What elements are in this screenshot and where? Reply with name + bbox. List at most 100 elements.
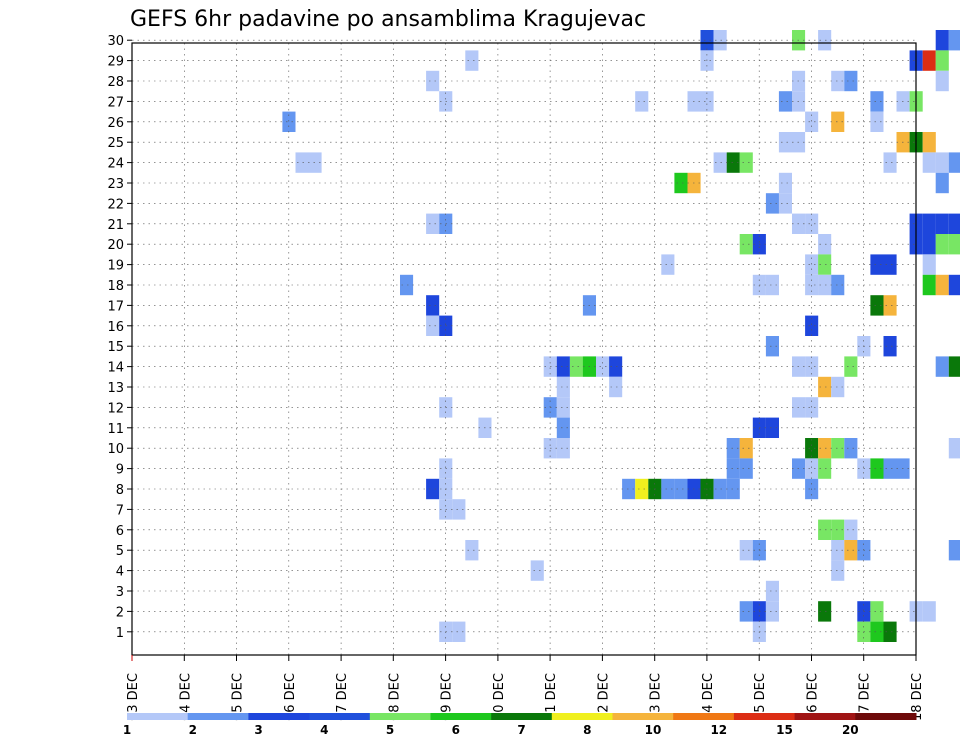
legend-swatch [430, 713, 492, 720]
heatmap-cell [739, 234, 753, 255]
heatmap-cell [948, 213, 960, 234]
heatmap-cell [805, 356, 819, 377]
heatmap-cell [935, 234, 949, 255]
gridlines [132, 39, 916, 655]
y-tick-label: 25 [107, 136, 124, 151]
x-tick-label: 07 DEC [335, 673, 350, 721]
heatmap-cell [935, 152, 949, 173]
heatmap-cell [635, 478, 649, 500]
y-tick-label: 12 [107, 401, 124, 416]
legend-swatch [309, 713, 371, 720]
y-tick-label: 18 [107, 279, 124, 294]
heatmap-cell [831, 274, 845, 296]
heatmap-cell [922, 132, 936, 153]
heatmap-cell [948, 540, 960, 561]
heatmap-cell [831, 438, 845, 459]
legend-swatch [733, 713, 796, 720]
heatmap-cell [726, 438, 740, 459]
heatmap-cell [818, 458, 832, 479]
heatmap-cell [935, 172, 949, 194]
heatmap-cell [765, 580, 779, 602]
heatmap-cell [713, 152, 727, 173]
legend-swatch [369, 713, 431, 720]
heatmap-cell [778, 132, 792, 153]
heatmap-cell [596, 356, 610, 377]
heatmap-cell [922, 234, 936, 255]
x-tick-label: 15 DEC [753, 673, 768, 721]
heatmap-cell [935, 30, 949, 51]
legend-label: 15 [776, 723, 793, 737]
heatmap-cell [635, 91, 649, 112]
heatmap-cell [818, 438, 832, 459]
heatmap-cell [765, 193, 779, 214]
x-tick-label: 06 DEC [283, 673, 298, 721]
heatmap-cell [726, 458, 740, 479]
heatmap-cell [400, 274, 414, 296]
heatmap-cell [726, 152, 740, 173]
y-tick-label: 30 [107, 34, 124, 49]
y-tick-label: 10 [107, 442, 124, 457]
heatmap-cell [831, 519, 845, 540]
heatmap-cell [844, 519, 858, 540]
heatmap-cell [661, 254, 675, 275]
heatmap-cell [831, 376, 845, 398]
y-tick-label: 14 [107, 361, 124, 376]
heatmap-cell [739, 540, 753, 561]
legend-label: 6 [452, 723, 460, 737]
heatmap-cell [922, 213, 936, 234]
heatmap-cell [713, 478, 727, 500]
legend-label: 5 [386, 723, 394, 737]
heatmap-cell [805, 438, 819, 459]
heatmap-cell [739, 438, 753, 459]
heatmap-cell [818, 234, 832, 255]
heatmap-cell [935, 356, 949, 377]
legend-swatch [491, 713, 553, 720]
heatmap-cell [870, 111, 884, 132]
y-tick-label: 28 [107, 75, 124, 90]
heatmap-cell [818, 376, 832, 398]
legend-label: 8 [583, 723, 591, 737]
heatmap-cell [713, 30, 727, 51]
y-tick-label: 17 [107, 299, 124, 314]
heatmap-cell [883, 152, 897, 173]
x-tick-label: 05 DEC [231, 673, 246, 721]
heatmap-cell [556, 356, 570, 377]
heatmap-cell [674, 172, 688, 194]
heatmap-cell [948, 274, 960, 296]
heatmap-cell [426, 213, 440, 234]
heatmap-cell [948, 356, 960, 377]
heatmap-cell [818, 601, 832, 622]
heatmap-cell [739, 601, 753, 622]
heatmap-cell [922, 601, 936, 622]
heatmap-cell [883, 336, 897, 357]
legend-label: 10 [645, 723, 662, 737]
heatmap-cell [805, 315, 819, 336]
y-tick-label: 3 [116, 585, 124, 600]
heatmap-cell [530, 560, 544, 581]
color-legend: 1 2 3 4 5 6 7 8 10 12 15 20 [123, 713, 917, 737]
y-tick-label: 11 [107, 422, 124, 437]
heatmap-cell [778, 91, 792, 112]
legend-swatch [612, 713, 674, 720]
legend-label: 3 [254, 723, 262, 737]
heatmap-cell [805, 458, 819, 479]
heatmap-cell [870, 621, 884, 642]
heatmap-cell [883, 458, 897, 479]
heatmap-cell [805, 213, 819, 234]
heatmap-cell [700, 91, 714, 112]
y-tick-label: 7 [116, 503, 124, 518]
y-tick-label: 27 [107, 95, 124, 110]
legend-swatch [127, 713, 189, 720]
y-tick-label: 19 [107, 259, 124, 274]
heatmap-cell [818, 274, 832, 296]
y-tick-label: 13 [107, 381, 124, 396]
heatmap-cell [844, 356, 858, 377]
chart-title: GEFS 6hr padavine po ansamblima Kragujev… [130, 7, 646, 32]
y-tick-label: 16 [107, 320, 124, 335]
y-tick-label: 4 [116, 565, 124, 580]
heatmap-cell [661, 478, 675, 500]
legend-swatch [673, 713, 735, 720]
x-tick-label: 13 DEC [649, 673, 664, 721]
heatmap-cell [465, 50, 479, 71]
